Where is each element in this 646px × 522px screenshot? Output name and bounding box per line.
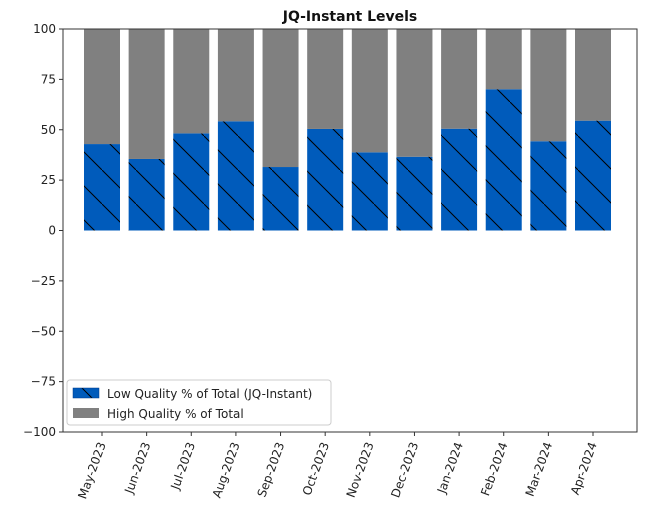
bar-high-quality (84, 29, 120, 145)
x-tick-label: Nov-2023 (344, 440, 377, 499)
bar-high-quality (307, 29, 344, 129)
bar-hatch (84, 144, 120, 231)
y-tick-label: 75 (41, 72, 56, 86)
bar-high-quality (217, 29, 254, 122)
x-tick-label: Jan-2024 (434, 440, 466, 496)
x-tick-label: Apr-2024 (568, 440, 600, 496)
legend-label-high-quality: High Quality % of Total (107, 407, 244, 421)
bar-high-quality (396, 29, 433, 157)
bar-high-quality (262, 29, 299, 168)
chart-title: JQ-Instant Levels (282, 9, 418, 25)
x-tick-label: Jul-2023 (168, 440, 198, 492)
bar-hatch (217, 121, 254, 231)
y-tick-label: −75 (31, 375, 56, 389)
bar-hatch (128, 158, 165, 231)
y-tick-label: −50 (31, 324, 56, 338)
bar-high-quality (485, 29, 522, 90)
bar-hatch (262, 167, 299, 231)
y-tick-label: 0 (48, 224, 56, 238)
bar-hatch (173, 133, 210, 231)
x-tick-label: Aug-2023 (210, 440, 243, 500)
x-tick-label: Feb-2024 (478, 440, 510, 498)
x-tick-label: Oct-2023 (300, 440, 332, 497)
x-tick-label: Mar-2024 (523, 440, 556, 498)
y-tick-label: 100 (33, 22, 56, 36)
x-tick-label: Sep-2023 (255, 440, 288, 499)
bar-high-quality (173, 29, 210, 134)
bar-high-quality (441, 29, 478, 129)
y-tick-label: 50 (41, 123, 56, 137)
legend-swatch-high-quality (73, 408, 99, 418)
x-tick-label: Jun-2023 (122, 440, 154, 496)
y-tick-label: −25 (31, 274, 56, 288)
bar-hatch (396, 156, 433, 231)
y-tick-label: −100 (23, 425, 56, 439)
bar-hatch (441, 128, 478, 231)
legend-label-low-quality: Low Quality % of Total (JQ-Instant) (107, 387, 312, 401)
bar-hatch (485, 89, 522, 231)
bar-high-quality (128, 29, 165, 159)
bar-hatch (307, 128, 344, 231)
bar-high-quality (530, 29, 567, 142)
legend: Low Quality % of Total (JQ-Instant) High… (66, 379, 332, 426)
bar-hatch (530, 141, 567, 231)
bar-hatch (575, 120, 611, 231)
bar-hatch (351, 152, 388, 231)
x-tick-label: Dec-2023 (388, 440, 421, 499)
y-tick-label: 25 (41, 173, 56, 187)
x-tick-label: May-2023 (75, 440, 108, 501)
bar-high-quality (351, 29, 388, 153)
bar-high-quality (575, 29, 611, 121)
